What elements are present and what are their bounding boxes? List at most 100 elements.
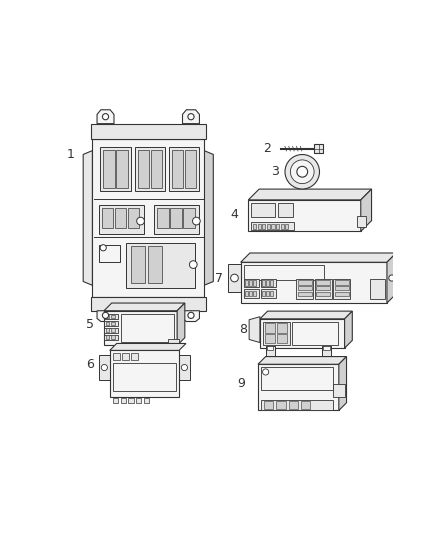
Polygon shape [387,253,396,303]
Bar [106,335,110,339]
Polygon shape [249,317,260,343]
Bar [370,279,385,300]
Bar [91,124,205,139]
Bar [106,328,110,332]
Circle shape [181,365,187,370]
Bar [134,147,165,191]
Bar [136,398,141,403]
Bar [262,290,265,296]
Circle shape [231,274,238,282]
Text: 7: 7 [215,271,223,285]
Polygon shape [177,303,185,345]
Polygon shape [258,357,346,364]
Bar [111,335,115,339]
Bar [104,311,177,345]
Polygon shape [260,311,352,319]
Polygon shape [110,343,186,350]
Bar [285,224,288,229]
Bar [106,321,110,325]
Bar [240,262,387,303]
Bar [301,401,311,409]
Bar [323,346,329,350]
Bar [249,280,252,286]
Bar [267,346,273,350]
Bar [316,286,330,290]
Text: 5: 5 [86,318,94,330]
Text: 4: 4 [230,208,238,221]
Bar [100,147,131,191]
Bar [148,246,162,283]
Bar [102,208,113,228]
Bar [264,401,273,409]
Bar [110,350,179,398]
Bar [155,205,199,234]
Bar [244,289,259,298]
Bar [266,290,269,296]
Bar [116,150,127,188]
Bar [131,246,145,283]
Bar [266,346,275,357]
Bar [103,150,115,188]
Bar [315,279,332,300]
Bar [296,279,313,300]
Bar [158,208,169,228]
Bar [111,314,115,318]
Bar [335,286,349,290]
Bar [332,384,345,398]
Polygon shape [183,311,199,321]
Bar [228,264,240,292]
Bar [258,364,339,410]
Bar [276,224,279,229]
Bar [261,279,276,287]
Text: 3: 3 [272,165,279,178]
Text: 6: 6 [87,358,95,371]
Polygon shape [97,110,114,124]
Text: 9: 9 [237,377,245,390]
Circle shape [101,365,107,370]
Bar [111,321,115,325]
Bar [122,353,129,360]
Bar [170,208,182,228]
Bar [335,292,349,296]
Bar [316,280,330,285]
Polygon shape [104,303,185,311]
Bar [316,292,330,296]
Circle shape [100,245,106,251]
Bar [298,280,312,285]
Polygon shape [240,253,396,262]
Bar [281,224,284,229]
Bar [263,322,290,345]
Bar [253,280,256,286]
Bar [168,339,179,345]
Bar [127,208,139,228]
Bar [277,334,287,343]
Circle shape [188,114,194,120]
Bar [104,335,118,340]
Bar [314,144,323,154]
Bar [261,367,332,391]
Text: 1: 1 [67,148,75,161]
Bar [298,286,312,290]
Bar [99,355,110,380]
Bar [113,363,176,391]
Bar [262,224,265,229]
Bar [277,324,287,333]
Bar [248,200,361,231]
Bar [144,398,149,403]
Text: 2: 2 [263,142,271,155]
Bar [262,280,265,286]
Bar [335,280,349,285]
Bar [270,280,273,286]
Bar [245,280,248,286]
Bar [298,292,312,296]
Bar [113,353,120,360]
Bar [104,314,118,319]
Bar [245,290,248,296]
Bar [258,224,261,229]
Bar [151,150,162,188]
Bar [261,400,332,410]
Bar [322,346,331,357]
Bar [128,398,134,403]
Bar [357,216,366,227]
Circle shape [190,261,197,269]
